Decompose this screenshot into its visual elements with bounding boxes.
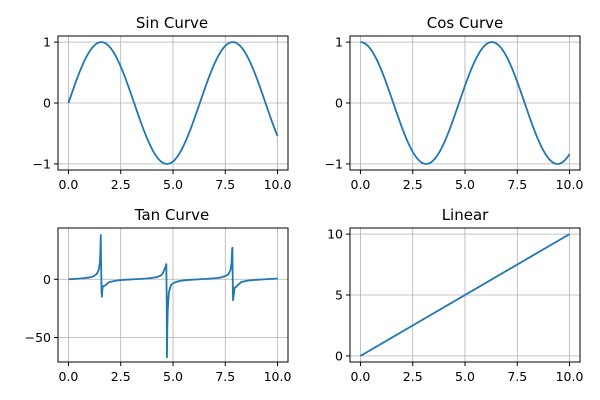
cos-x-tick-label-4: 10.0: [556, 177, 584, 192]
linear-y-tick-label-1: 5: [335, 288, 343, 303]
sin-title: Sin Curve: [136, 14, 208, 32]
subplot-linear: Linear 0.0 2.5 5.0 7.5 10.0 0 5 10: [327, 206, 583, 384]
subplot-tan: Tan Curve 0.0 2.5 5.0 7.5 10.0 −50 0: [25, 206, 292, 384]
tan-series-line: [68, 234, 278, 359]
sin-y-tick-label-0: −1: [33, 156, 51, 171]
linear-y-tick-label-0: 0: [335, 348, 343, 363]
sin-x-tick-label-3: 7.5: [215, 177, 235, 192]
sin-series-line: [67, 41, 279, 165]
linear-x-tick-label-2: 5.0: [455, 369, 475, 384]
cos-y-tick-label-0: −1: [325, 156, 343, 171]
linear-title: Linear: [442, 206, 489, 224]
cos-y-tick-label-2: 1: [335, 35, 343, 50]
tan-x-tick-label-0: 0.0: [59, 369, 79, 384]
cos-x-tick-label-3: 7.5: [507, 177, 527, 192]
linear-x-tick-label-4: 10.0: [556, 369, 584, 384]
cos-title: Cos Curve: [427, 14, 504, 32]
tan-x-tick-label-2: 5.0: [163, 369, 183, 384]
linear-series-line: [359, 233, 571, 357]
sin-x-tick-label-0: 0.0: [59, 177, 79, 192]
linear-x-tick-label-0: 0.0: [351, 369, 371, 384]
tan-x-tick-label-1: 2.5: [111, 369, 131, 384]
subplot-cos: Cos Curve 0.0 2.5 5.0 7.5 10.0 −1 0 1: [325, 14, 584, 192]
sin-x-tick-label-2: 5.0: [163, 177, 183, 192]
tan-x-tick-label-3: 7.5: [215, 369, 235, 384]
linear-x-tick-label-1: 2.5: [403, 369, 423, 384]
linear-x-tick-label-3: 7.5: [507, 369, 527, 384]
tan-x-tick-label-4: 10.0: [264, 369, 292, 384]
tan-y-tick-label-0: −50: [25, 330, 51, 345]
cos-x-tick-label-1: 2.5: [403, 177, 423, 192]
sin-y-tick-label-2: 1: [43, 35, 51, 50]
subplot-sin: Sin Curve 0.0 2.5 5.0 7.5 10.0 −1 0 1: [33, 14, 292, 192]
sin-y-tick-label-1: 0: [43, 96, 51, 111]
cos-y-tick-label-1: 0: [335, 96, 343, 111]
cos-x-tick-label-0: 0.0: [351, 177, 371, 192]
sin-x-tick-label-1: 2.5: [111, 177, 131, 192]
sin-x-tick-label-4: 10.0: [264, 177, 292, 192]
linear-y-tick-label-2: 10: [327, 227, 343, 242]
cos-x-tick-label-2: 5.0: [455, 177, 475, 192]
cos-series-line: [360, 41, 571, 165]
tan-y-tick-label-1: 0: [43, 272, 51, 287]
tan-title: Tan Curve: [134, 206, 209, 224]
